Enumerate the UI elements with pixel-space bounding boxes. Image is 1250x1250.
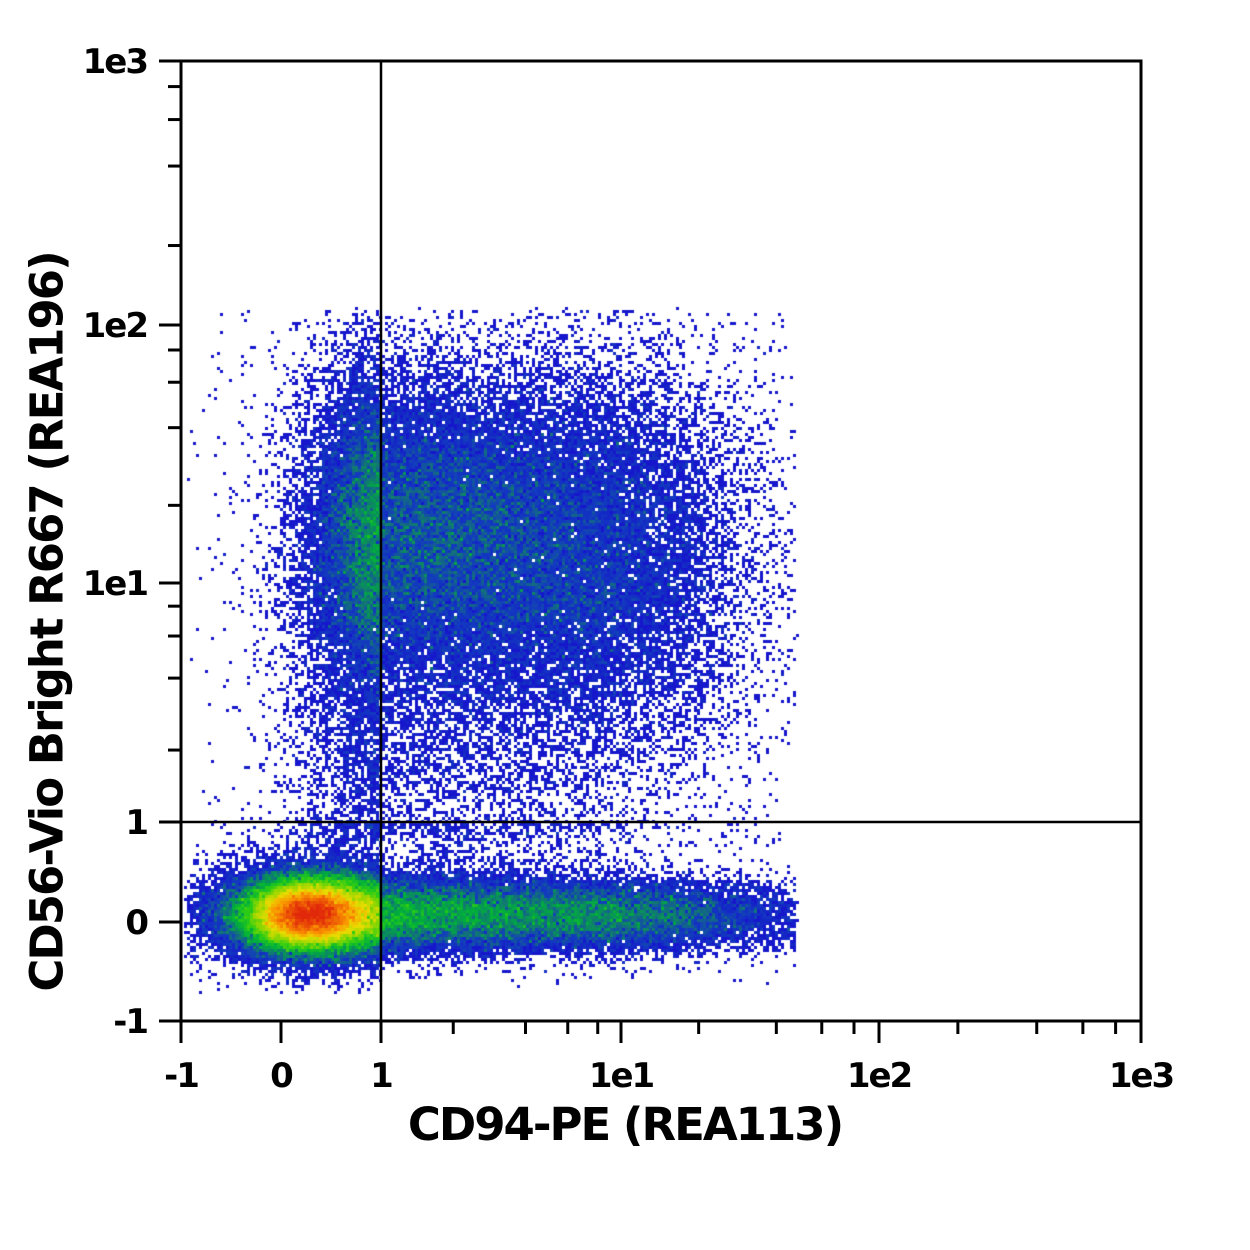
x-axis-tick-label: -1 (164, 1056, 198, 1096)
y-axis-tick-label: 1e2 (83, 306, 147, 346)
y-axis-tick-label: 1 (125, 803, 147, 843)
x-axis-tick-label: 1e1 (589, 1056, 654, 1096)
x-axis-tick-label: 1 (370, 1056, 392, 1096)
plot-box-border (179, 59, 1143, 1023)
x-axis-tick-label: 1e3 (1109, 1056, 1173, 1096)
y-axis-title: CD56-Vio Bright R667 (REA196) (20, 252, 74, 992)
x-axis-tick-label: 0 (270, 1056, 293, 1096)
y-axis-tick-label: 0 (125, 903, 148, 943)
y-axis-tick-label: -1 (113, 1002, 147, 1042)
x-axis-title: CD94-PE (REA113) (407, 1098, 844, 1151)
y-axis-tick-label: 1e3 (83, 42, 147, 82)
x-axis-tick-label: 1e2 (847, 1056, 911, 1096)
y-axis-tick-label: 1e1 (83, 564, 148, 604)
